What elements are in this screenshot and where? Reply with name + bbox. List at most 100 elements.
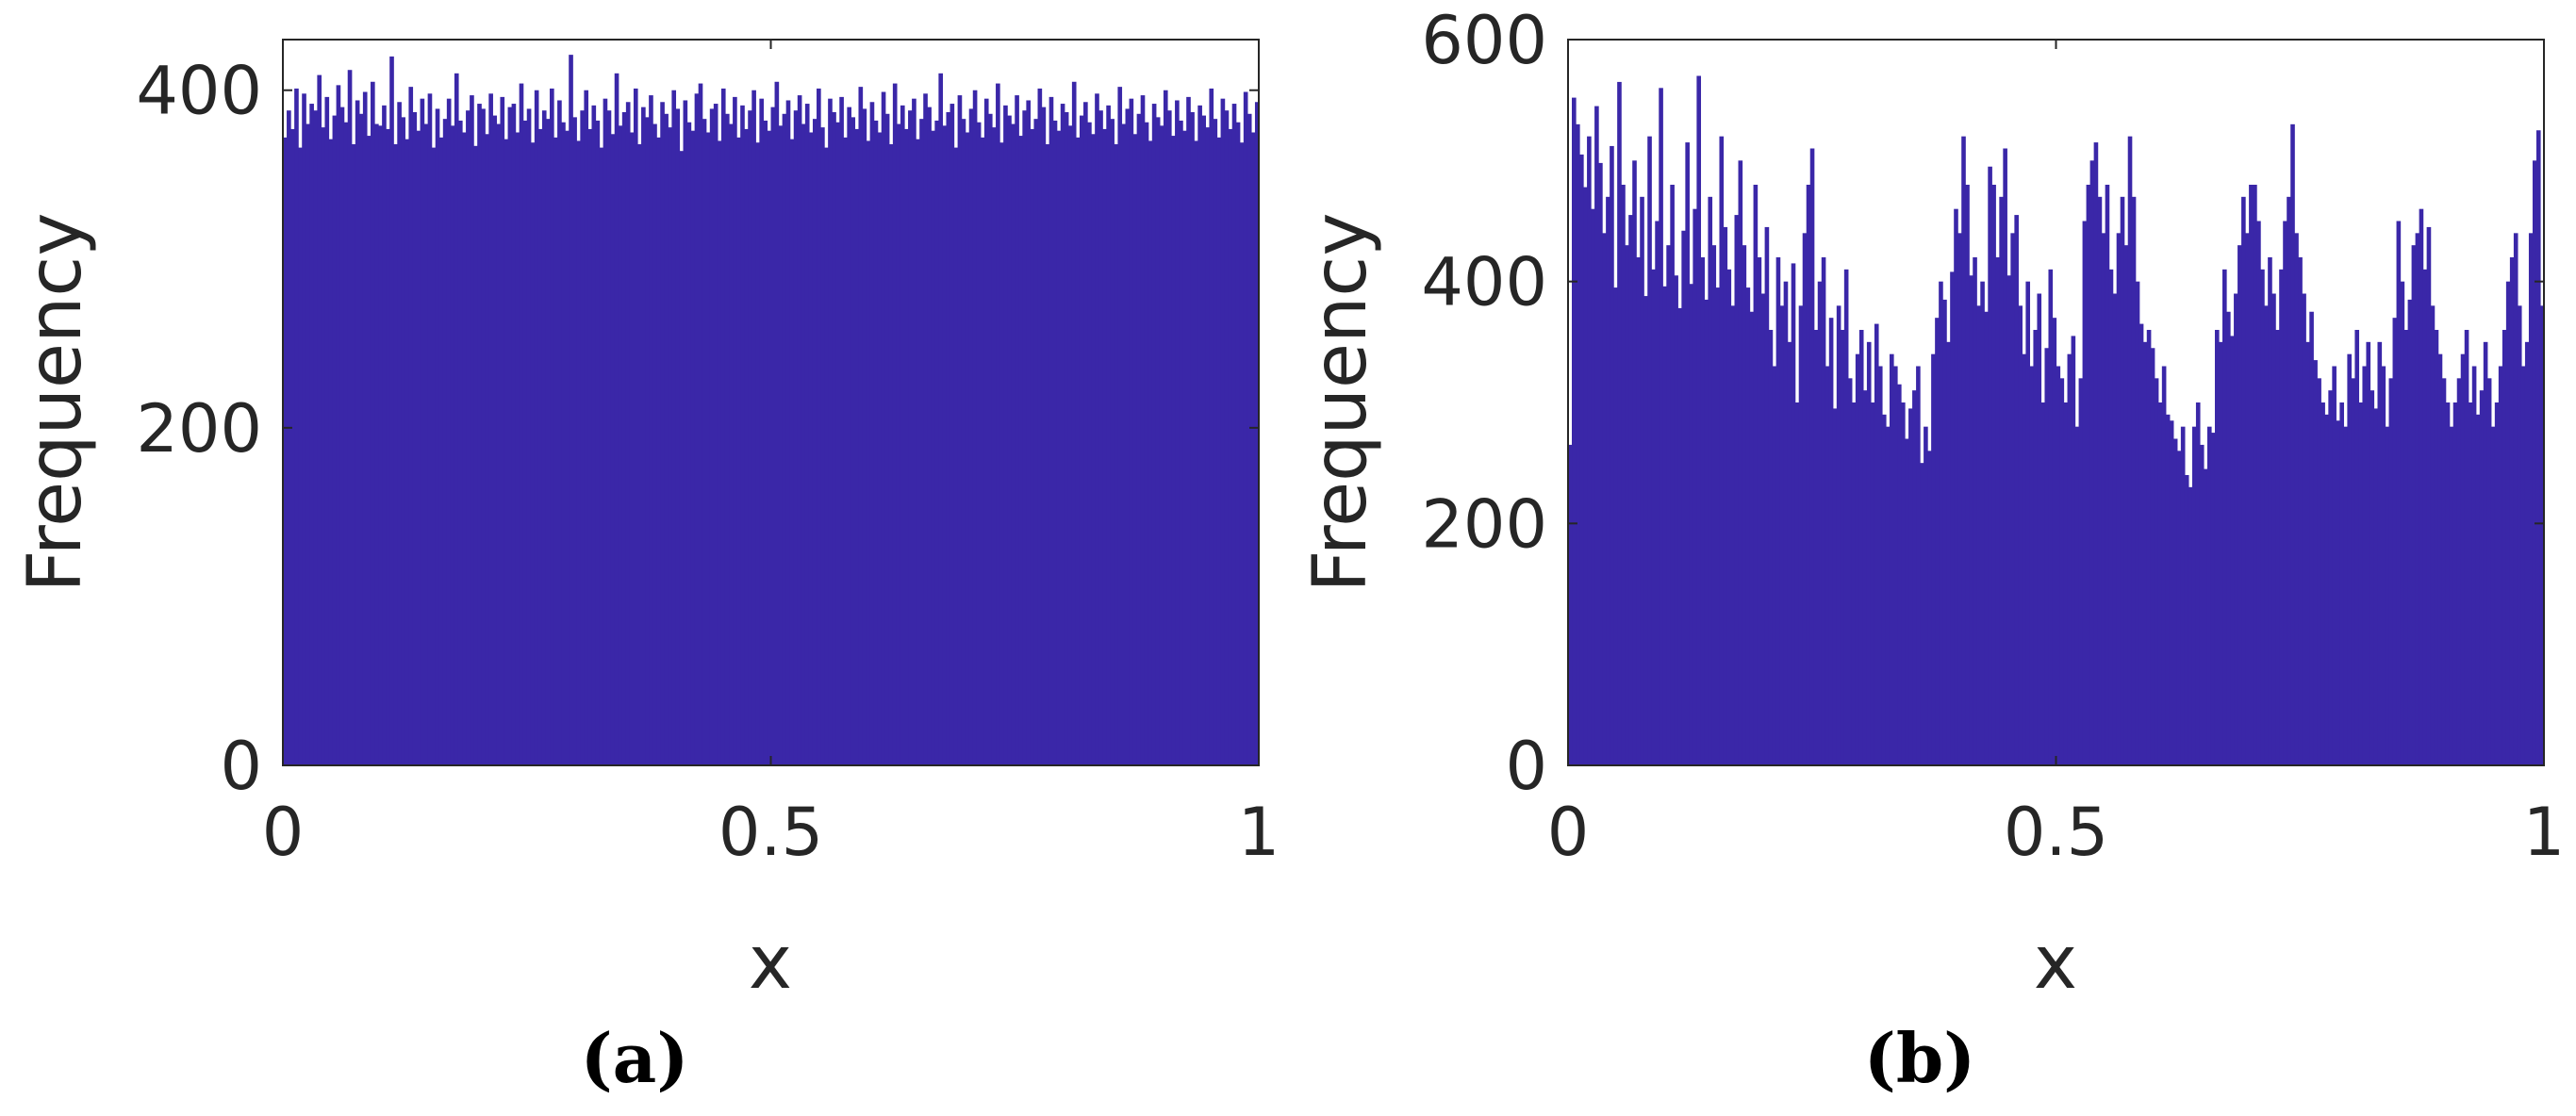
histogram-bar <box>968 108 974 766</box>
histogram-bar <box>1636 257 1641 765</box>
histogram-bar <box>1881 414 1887 765</box>
histogram-bar <box>1802 233 1808 765</box>
histogram-bar <box>2188 486 2193 765</box>
histogram-bar <box>416 130 421 765</box>
histogram-bar <box>1205 127 1211 765</box>
histogram-bar <box>2169 420 2174 765</box>
histogram-bar <box>366 136 372 765</box>
histogram-bar <box>774 81 780 765</box>
histogram-bar <box>938 73 944 765</box>
histogram-bar <box>2191 426 2197 765</box>
histogram-bar <box>683 100 688 766</box>
histogram-bar <box>1855 353 1860 765</box>
histogram-bar <box>2048 269 2054 766</box>
histogram-bar <box>1194 140 1198 765</box>
histogram-bar <box>1179 120 1183 765</box>
histogram-bar <box>2520 366 2526 765</box>
histogram-bar <box>2483 341 2488 765</box>
histogram-bar <box>843 137 848 766</box>
histogram-bar <box>2138 323 2144 765</box>
histogram-bar <box>1026 100 1032 766</box>
histogram-bar <box>2392 318 2398 765</box>
y-axis-label-b: Frequency <box>1298 213 1383 593</box>
histogram-bar <box>2195 402 2201 765</box>
histogram-bar <box>2490 426 2496 765</box>
histogram-bar <box>1798 305 1804 765</box>
histogram-bar <box>919 119 924 765</box>
histogram-bar <box>572 117 577 766</box>
histogram-bar <box>317 74 322 766</box>
histogram-bar <box>1708 196 1713 765</box>
histogram-bar <box>2509 257 2515 765</box>
histogram-bar <box>828 98 833 766</box>
histogram-bar <box>812 119 817 765</box>
histogram-bar <box>530 142 536 766</box>
histogram-bar <box>1659 88 1663 765</box>
histogram-bar <box>972 90 978 766</box>
histogram-bar <box>1144 122 1149 766</box>
histogram-bar <box>748 110 752 765</box>
histogram-bar <box>370 81 375 765</box>
histogram-bar <box>343 122 349 766</box>
histogram-bar <box>2116 233 2122 765</box>
histogram-bar <box>522 120 528 765</box>
histogram-bar <box>1889 353 1894 765</box>
histogram-bar <box>2528 233 2534 765</box>
histogram-bar <box>1049 96 1054 765</box>
histogram-bar <box>1775 257 1781 765</box>
histogram-bar <box>621 112 627 765</box>
histogram-bar <box>1598 162 1603 765</box>
histogram-bar <box>610 134 616 765</box>
histogram-bar <box>854 128 860 765</box>
histogram-panel-a: 0 200 400 0 0.5 1 Frequency x (a) <box>13 39 1280 1098</box>
histogram-bar <box>850 117 856 766</box>
histogram-bar <box>744 128 749 765</box>
histogram-bar <box>1836 305 1841 765</box>
histogram-bar <box>1239 142 1245 766</box>
histogram-bar <box>2486 378 2492 765</box>
histogram-bar <box>1628 215 1633 765</box>
histogram-bar <box>2018 305 2023 765</box>
histogram-bar <box>869 102 875 765</box>
histogram-bar <box>2471 366 2477 765</box>
histogram-bar <box>1696 75 1702 765</box>
histogram-bar <box>717 140 722 765</box>
histogram-bar <box>507 107 513 765</box>
histogram-bar <box>709 108 715 766</box>
y-tick-label: 600 <box>1421 2 1547 79</box>
histogram-bar <box>2366 341 2371 765</box>
histogram-bar <box>1235 122 1241 766</box>
histogram-bar <box>1228 128 1233 765</box>
histogram-bar <box>793 110 799 765</box>
histogram-bar <box>740 105 745 766</box>
histogram-bar <box>884 113 890 766</box>
histogram-bar <box>686 122 692 766</box>
histogram-bar <box>2025 281 2031 765</box>
histogram-bar <box>1874 323 1879 765</box>
histogram-bar <box>1030 128 1035 765</box>
histogram-bar <box>1231 104 1237 766</box>
histogram-bar <box>565 130 570 765</box>
histogram-bar <box>561 122 566 766</box>
histogram-bar <box>729 123 734 765</box>
histogram-bar <box>1847 378 1853 765</box>
histogram-bar <box>1591 208 1595 766</box>
histogram-bar <box>1568 444 1573 765</box>
histogram-bar <box>1033 119 1039 765</box>
histogram-bar <box>1674 275 1678 765</box>
histogram-bar <box>496 123 502 765</box>
histogram-bar <box>1254 102 1260 765</box>
histogram-bar <box>1693 208 1697 766</box>
histogram-bar <box>313 110 318 765</box>
histogram-bar <box>1594 106 1599 765</box>
histogram-bar <box>500 96 505 765</box>
histogram-bar <box>1091 134 1096 765</box>
histogram-bar <box>2385 426 2390 765</box>
histogram-bar <box>2249 185 2254 765</box>
histogram-bar <box>2040 402 2046 765</box>
histogram-bar <box>2370 390 2375 765</box>
histogram-bar <box>1095 93 1099 766</box>
histogram-bar <box>2010 233 2015 765</box>
x-axis-label-a: x <box>749 921 792 1006</box>
histogram-bar <box>1685 142 1690 765</box>
